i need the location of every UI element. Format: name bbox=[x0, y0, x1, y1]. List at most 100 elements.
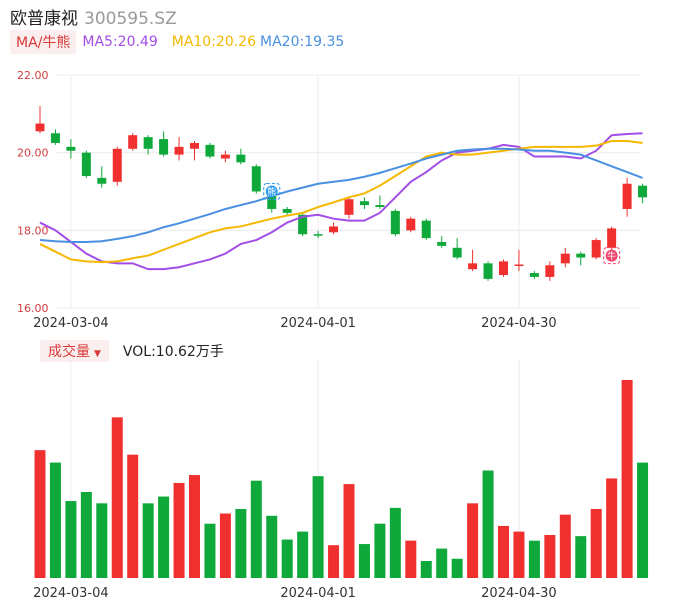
ma5-label: MA5:20.49 bbox=[82, 34, 158, 50]
dropdown-arrow-icon: ▼ bbox=[94, 349, 101, 359]
volume-bar bbox=[405, 540, 417, 578]
candle-body bbox=[545, 265, 555, 277]
ma20-label: MA20:19.35 bbox=[260, 34, 345, 50]
candle-body bbox=[638, 185, 648, 198]
bull-badge-text: 牛 bbox=[607, 250, 616, 262]
volume-bar bbox=[142, 503, 154, 578]
volume-bar bbox=[65, 501, 77, 578]
ma5-line bbox=[39, 132, 643, 271]
candle-body bbox=[50, 133, 60, 143]
candle-body bbox=[468, 263, 478, 270]
candle-body bbox=[437, 241, 447, 246]
candle-body bbox=[344, 199, 354, 215]
candle-body bbox=[128, 135, 138, 149]
candle-body bbox=[112, 148, 122, 182]
volume-bar bbox=[281, 539, 293, 578]
candle-body bbox=[97, 177, 107, 184]
volume-bar bbox=[451, 558, 463, 578]
volume-bar bbox=[544, 535, 556, 578]
candle-body bbox=[622, 183, 632, 209]
candle-body bbox=[390, 210, 400, 235]
date-tick-label: 2024-04-30 bbox=[481, 316, 557, 331]
volume-bar bbox=[467, 503, 479, 578]
volume-date-tick-label: 2024-04-01 bbox=[280, 586, 356, 601]
candle-body bbox=[591, 240, 601, 258]
candle-body bbox=[406, 218, 416, 231]
volume-bar bbox=[235, 508, 247, 578]
volume-bar bbox=[34, 450, 46, 578]
candle-body bbox=[329, 226, 339, 233]
volume-bar bbox=[637, 462, 649, 578]
candle-body bbox=[576, 253, 586, 258]
candle-body bbox=[159, 139, 169, 155]
volume-bar bbox=[297, 531, 309, 578]
candle-body bbox=[66, 146, 76, 151]
volume-bar bbox=[559, 514, 571, 578]
bear-badge-dot bbox=[265, 185, 278, 198]
price-tick-label: 18.00 bbox=[17, 224, 49, 237]
volume-bar bbox=[250, 480, 262, 578]
bull-badge: 牛 bbox=[603, 247, 621, 265]
candle-body bbox=[375, 205, 385, 208]
bull-badge-dot bbox=[605, 249, 618, 262]
ma20-line bbox=[39, 147, 643, 243]
volume-indicator-selector[interactable]: 成交量 ▼ bbox=[40, 340, 109, 362]
candle-body bbox=[220, 154, 230, 159]
candle-body bbox=[251, 166, 261, 192]
candle-body bbox=[298, 214, 308, 235]
candle-body bbox=[174, 146, 184, 155]
candle-body bbox=[359, 201, 369, 206]
volume-bar bbox=[266, 515, 278, 578]
candle-body bbox=[236, 154, 246, 163]
date-tick-label: 2024-04-01 bbox=[280, 316, 356, 331]
candle-body bbox=[81, 152, 91, 176]
candle-body bbox=[313, 234, 323, 236]
volume-bar bbox=[111, 417, 123, 578]
volume-bar bbox=[49, 462, 61, 578]
volume-bar bbox=[513, 531, 525, 578]
bear-badge-frame bbox=[263, 183, 281, 200]
candle-body bbox=[205, 144, 215, 157]
volume-bar bbox=[204, 523, 216, 578]
candle-body bbox=[483, 263, 493, 279]
volume-bar bbox=[96, 503, 108, 578]
volume-date-tick-label: 2024-04-30 bbox=[481, 586, 557, 601]
date-tick-label: 2024-03-04 bbox=[33, 316, 109, 331]
volume-value: VOL:10.62万手 bbox=[122, 344, 224, 360]
volume-bar bbox=[575, 536, 587, 578]
stock-title: 欧普康视 300595.SZ bbox=[10, 4, 177, 29]
candle-body bbox=[421, 220, 431, 239]
volume-bar bbox=[358, 544, 370, 578]
volume-bar bbox=[158, 496, 170, 578]
bear-badge: 熊 bbox=[263, 183, 281, 200]
volume-bar bbox=[189, 475, 200, 578]
volume-bar bbox=[498, 525, 509, 578]
volume-bar bbox=[219, 513, 231, 578]
candle-body bbox=[282, 208, 292, 213]
price-tick-label: 20.00 bbox=[17, 147, 49, 160]
candle-body bbox=[267, 193, 277, 209]
volume-bar bbox=[420, 561, 432, 578]
volume-legend: 成交量 ▼ VOL:10.62万手 bbox=[40, 340, 224, 362]
stock-code: 300595.SZ bbox=[84, 9, 177, 29]
candle-body bbox=[529, 273, 539, 277]
candle-body bbox=[35, 123, 45, 132]
candle-body bbox=[514, 264, 524, 267]
ma10-line bbox=[39, 140, 643, 264]
stock-name: 欧普康视 bbox=[10, 9, 78, 29]
bear-badge-text: 熊 bbox=[267, 186, 276, 198]
volume-bar bbox=[590, 508, 602, 578]
volume-bar bbox=[621, 380, 633, 578]
volume-bar bbox=[127, 454, 139, 578]
volume-bar bbox=[528, 540, 540, 578]
volume-bar bbox=[312, 476, 324, 578]
volume-bar-chart[interactable]: 2024-03-04 2024-04-01 2024-04-30 bbox=[0, 360, 686, 606]
candle-body bbox=[560, 253, 570, 264]
ma-indicator-selector[interactable]: MA/牛熊 bbox=[10, 30, 77, 54]
candle-body bbox=[190, 142, 199, 149]
volume-selector-label: 成交量 bbox=[48, 344, 90, 360]
ma-legend: MA/牛熊 MA5:20.49 MA10:20.26 MA20:19.35 bbox=[10, 30, 344, 54]
volume-bar bbox=[482, 470, 494, 578]
volume-bar bbox=[389, 507, 401, 578]
